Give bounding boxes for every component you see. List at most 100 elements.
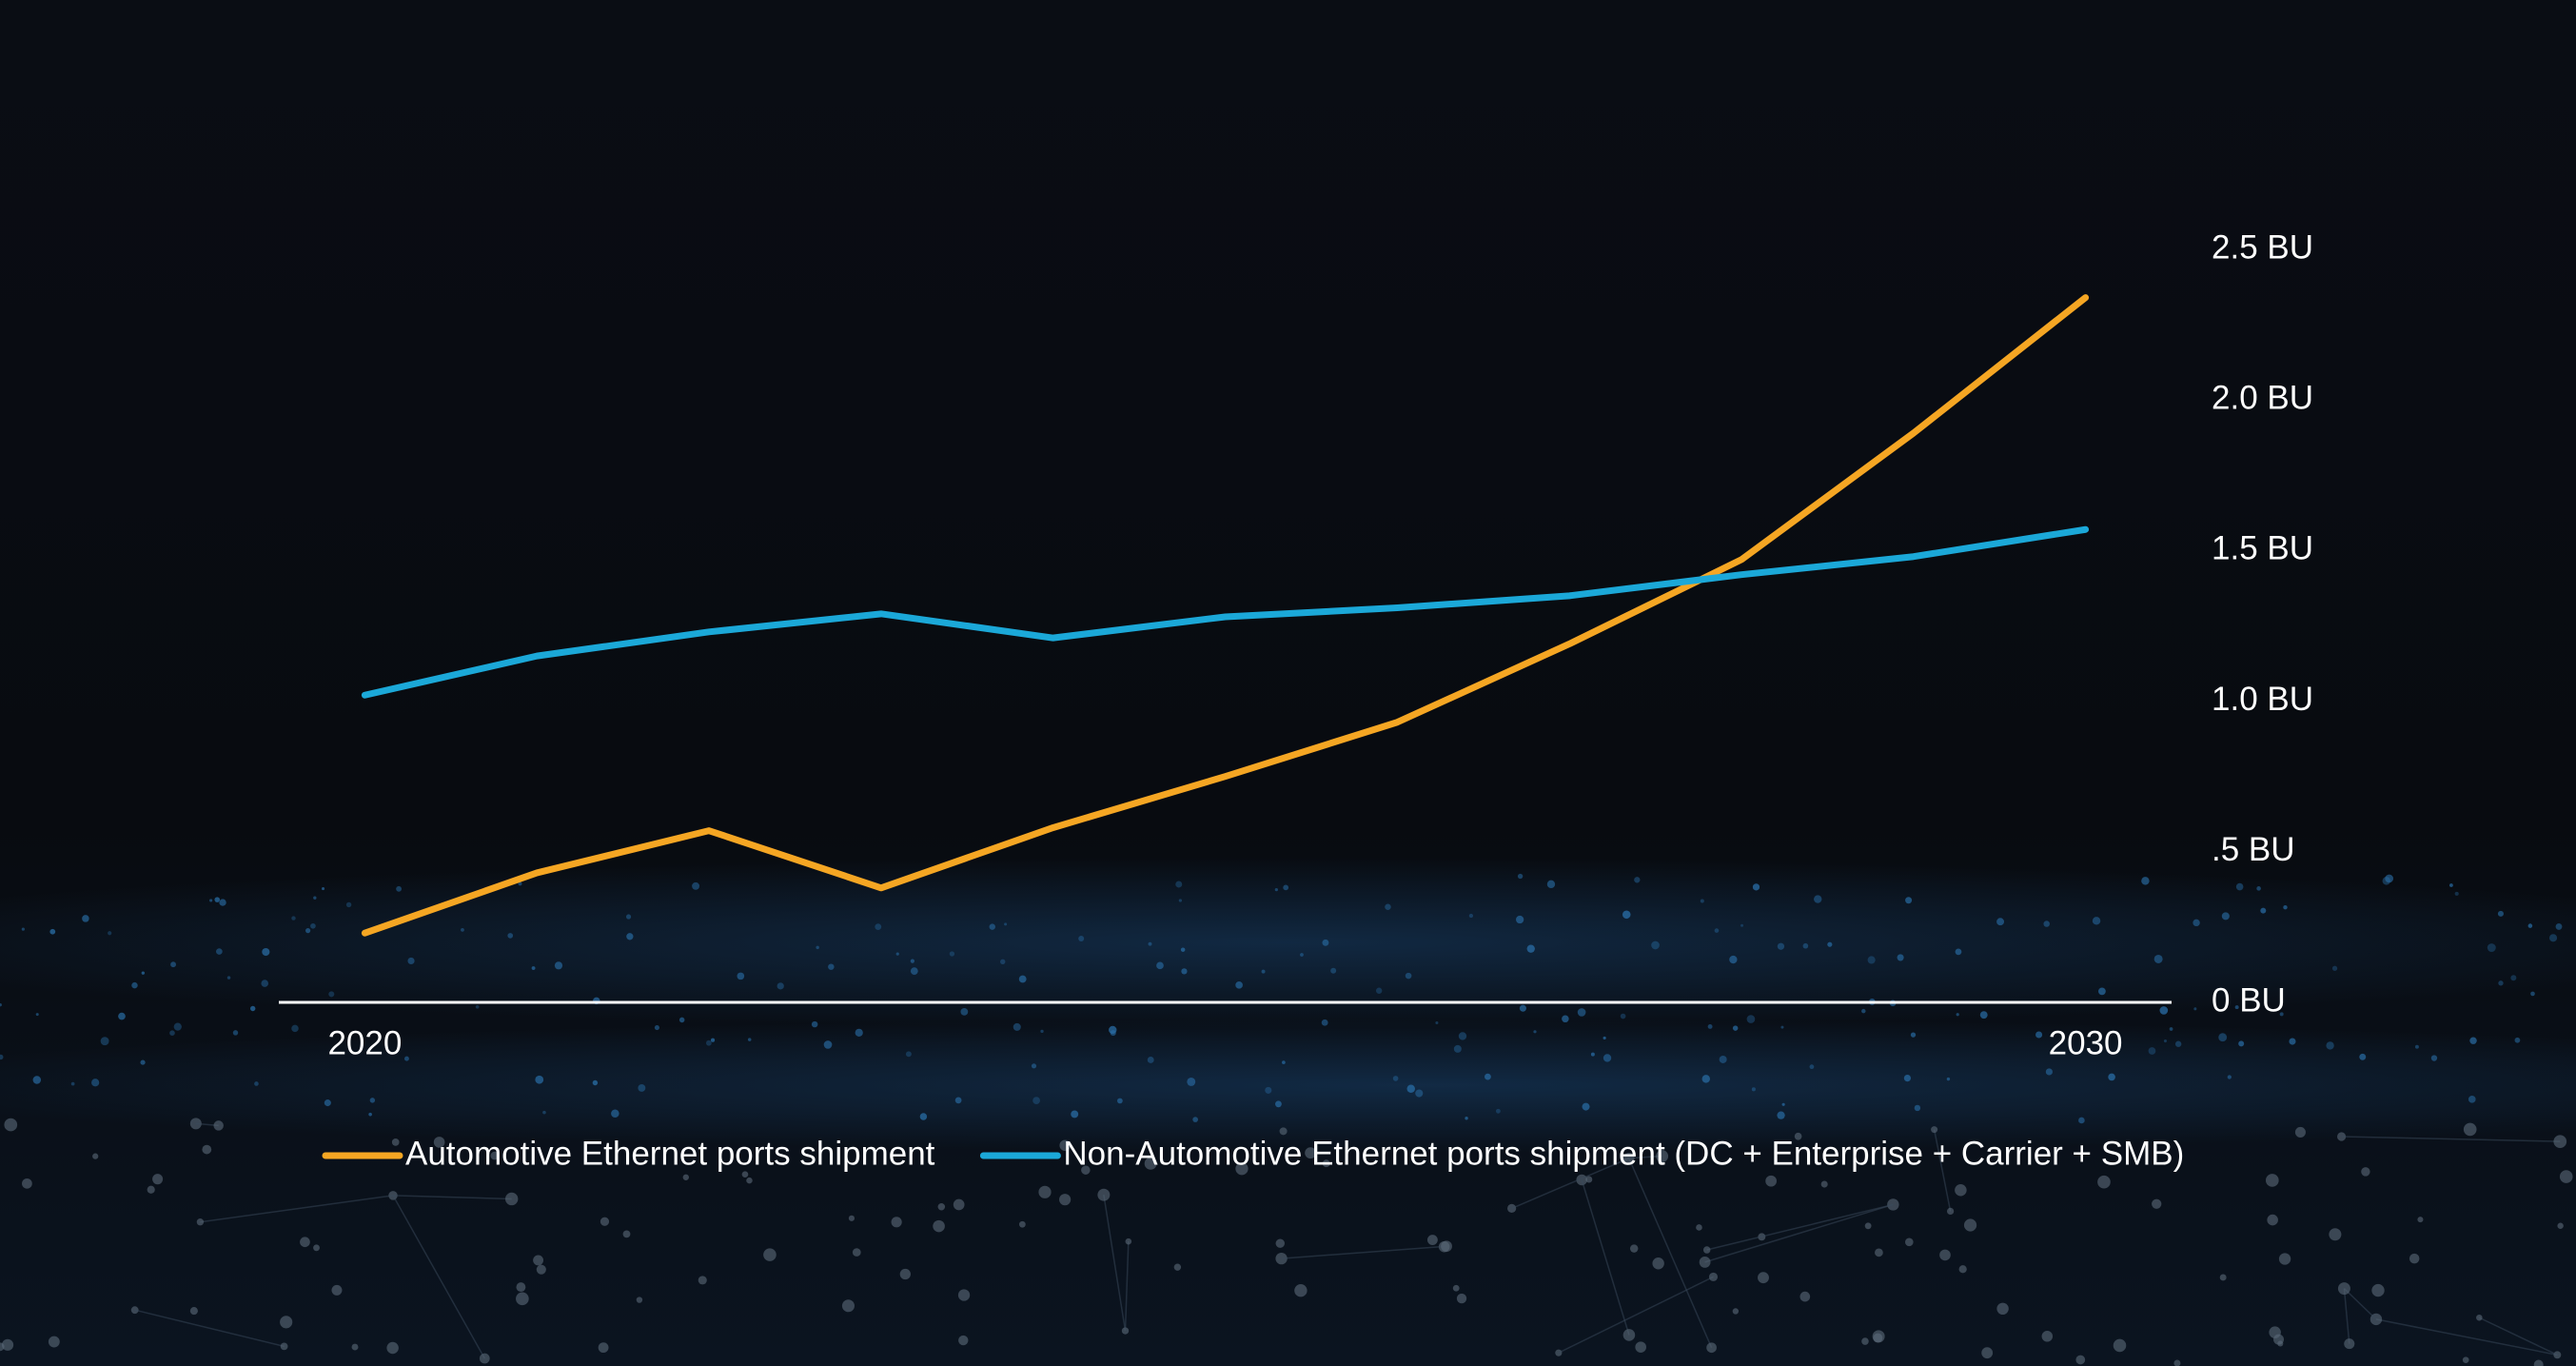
particle <box>1031 1063 1037 1069</box>
particle <box>1485 1073 1491 1080</box>
network-node <box>933 1219 945 1233</box>
network-node <box>2553 1135 2567 1149</box>
network-node <box>1 1338 14 1351</box>
network-edge <box>1558 1276 1714 1354</box>
particle <box>216 948 223 955</box>
particle <box>710 1038 716 1042</box>
particle <box>960 1007 969 1016</box>
particle <box>1392 1076 1399 1081</box>
particle <box>1283 884 1289 891</box>
particle <box>1603 1036 1606 1040</box>
network-node <box>313 1244 320 1252</box>
particle <box>2414 1044 2419 1049</box>
background-glow <box>0 1019 2576 1152</box>
particle <box>895 952 899 956</box>
particle <box>2235 882 2244 891</box>
network-edge <box>2343 1288 2377 1320</box>
particle <box>1719 1055 1727 1063</box>
network-node <box>331 1284 343 1296</box>
particle <box>1577 1008 1586 1017</box>
network-node <box>1732 1308 1740 1315</box>
network-node <box>1904 1237 1914 1247</box>
network-node <box>533 1255 544 1266</box>
network-node <box>1629 1244 1639 1253</box>
particle <box>1651 940 1660 950</box>
y-tick-label: .5 BU <box>2212 831 2295 868</box>
particle <box>855 1028 863 1037</box>
particle <box>249 1005 256 1012</box>
network-node <box>2409 1253 2420 1264</box>
network-node <box>958 1335 969 1346</box>
network-node <box>698 1276 707 1285</box>
particle <box>2078 1117 2085 1124</box>
network-node <box>1699 1256 1711 1268</box>
particle <box>2497 910 2504 917</box>
network-node <box>2463 1122 2477 1137</box>
particle <box>1032 1097 1040 1105</box>
particle <box>254 1081 259 1086</box>
network-node <box>852 1248 861 1257</box>
particle <box>1235 981 1243 989</box>
particle <box>2221 912 2230 921</box>
particle <box>1156 961 1164 970</box>
particle <box>141 971 146 975</box>
network-node <box>490 1151 500 1160</box>
particle <box>2035 1031 2043 1039</box>
network-node <box>1765 1175 1777 1187</box>
particle <box>1435 1020 1439 1025</box>
particle <box>214 897 221 902</box>
particle <box>1178 899 1183 902</box>
particle <box>313 896 317 900</box>
particle <box>2193 1007 2197 1011</box>
particle <box>1546 880 1556 889</box>
network-node <box>4 1118 18 1132</box>
particle <box>2385 874 2394 883</box>
particle <box>232 1030 239 1036</box>
network-node <box>189 1307 198 1316</box>
network-node <box>2219 1274 2227 1281</box>
network-node <box>741 1171 749 1178</box>
particle <box>209 899 213 902</box>
particle <box>100 1037 109 1046</box>
particle <box>2098 987 2106 996</box>
particle <box>1897 954 1904 961</box>
particle <box>1867 956 1876 964</box>
particle <box>310 922 316 929</box>
particle <box>638 1084 646 1092</box>
particle <box>2498 980 2504 986</box>
particle <box>1526 944 1535 953</box>
particle <box>1732 1025 1739 1031</box>
network-node <box>202 1144 212 1155</box>
network-node <box>600 1217 610 1226</box>
particle <box>1781 1102 1785 1106</box>
particle <box>261 980 269 987</box>
network-node <box>280 1342 288 1351</box>
particle <box>131 981 138 989</box>
network-node <box>48 1336 60 1348</box>
network-node <box>1322 1159 1330 1168</box>
network-node <box>1235 1162 1249 1176</box>
particle <box>1458 1032 1467 1040</box>
particle <box>2527 923 2533 928</box>
network-node <box>2559 1170 2573 1183</box>
network-node <box>536 1264 546 1275</box>
particle <box>2449 883 2453 887</box>
network-node <box>1294 1284 1308 1297</box>
particle <box>49 928 56 935</box>
particle <box>1701 1075 1711 1083</box>
network-node <box>1820 1180 1828 1188</box>
network-node <box>2277 1340 2284 1347</box>
particle <box>1261 969 1266 974</box>
particle <box>369 1098 376 1103</box>
particle <box>1013 1022 1021 1031</box>
particle <box>692 881 700 890</box>
particle <box>2430 1055 2438 1061</box>
particle <box>1000 959 1006 964</box>
network-node <box>433 1137 445 1148</box>
particle <box>1180 947 1186 952</box>
particle <box>2555 922 2563 930</box>
network-node <box>1173 1263 1182 1271</box>
network-edge <box>134 1309 285 1348</box>
network-node <box>1864 1222 1872 1230</box>
particle <box>919 1113 928 1120</box>
